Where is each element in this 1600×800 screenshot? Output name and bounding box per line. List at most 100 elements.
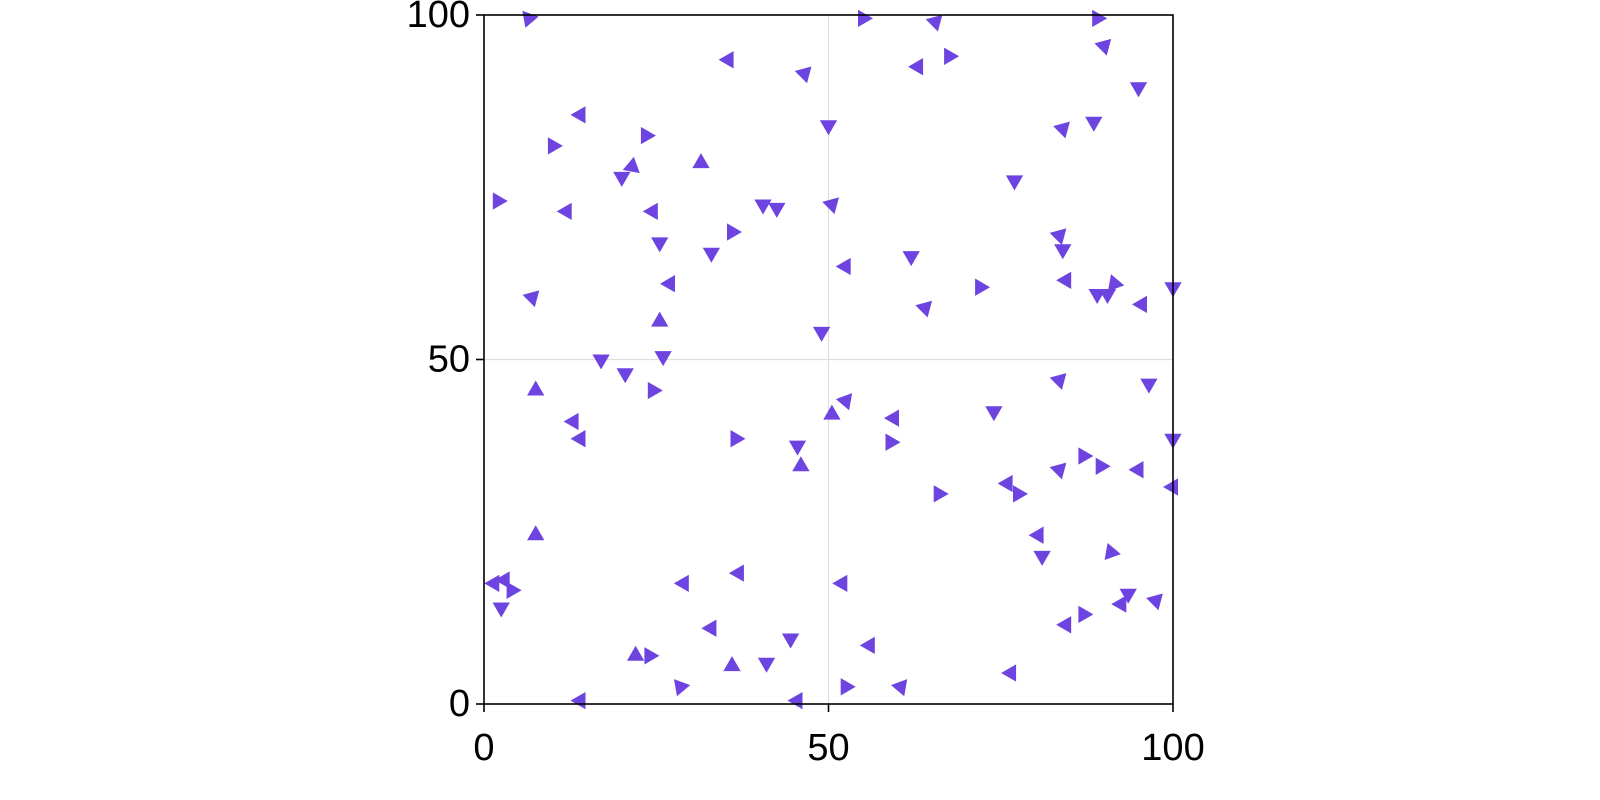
data-point: [651, 237, 669, 253]
data-point: [1085, 116, 1103, 132]
data-point: [494, 571, 510, 589]
data-point: [727, 223, 742, 241]
data-point: [902, 251, 920, 267]
data-point: [492, 602, 510, 618]
data-point: [1095, 457, 1111, 475]
data-point: [1078, 605, 1094, 624]
data-point: [1129, 82, 1148, 98]
x-tick-label: 50: [807, 727, 849, 769]
data-point: [997, 474, 1013, 493]
data-point: [1001, 664, 1017, 682]
data-point: [701, 619, 717, 637]
data-point: [1005, 175, 1024, 191]
data-point: [1146, 593, 1163, 611]
data-point: [613, 171, 631, 187]
data-point: [622, 156, 640, 174]
data-point: [933, 485, 949, 503]
data-point: [570, 691, 586, 710]
data-point: [1054, 244, 1072, 260]
data-point: [570, 430, 586, 448]
x-tick-label: 100: [1141, 727, 1204, 769]
data-point: [1119, 588, 1137, 604]
data-point: [858, 9, 873, 28]
data-point: [616, 368, 634, 384]
data-point: [1049, 373, 1067, 390]
data-point: [570, 106, 586, 124]
data-point: [975, 278, 991, 296]
data-point: [792, 456, 810, 472]
data-point: [718, 51, 734, 69]
data-point: [835, 257, 851, 276]
data-point: [840, 678, 856, 696]
data-point: [812, 326, 831, 342]
data-point: [728, 564, 744, 582]
data-point: [647, 381, 663, 400]
data-point: [1094, 38, 1112, 56]
data-point: [1028, 526, 1044, 544]
data-point: [642, 202, 658, 221]
data-point: [660, 275, 675, 293]
data-point: [673, 574, 689, 593]
axis-ticks: [476, 14, 1174, 712]
data-point: [506, 581, 522, 599]
data-point: [527, 525, 545, 541]
data-point: [835, 393, 853, 411]
data-point: [788, 440, 807, 456]
data-point: [908, 58, 924, 76]
data-point: [484, 574, 500, 593]
data-point: [692, 153, 710, 169]
data-point: [640, 126, 656, 145]
data-point: [654, 351, 672, 367]
data-point: [1056, 271, 1072, 289]
data-point: [723, 656, 741, 672]
data-point: [859, 636, 875, 655]
data-point: [556, 202, 572, 221]
data-point: [1049, 462, 1067, 480]
data-point: [522, 10, 539, 28]
data-point: [492, 192, 508, 210]
data-point: [1049, 228, 1067, 246]
data-point: [819, 120, 838, 136]
data-point: [884, 409, 899, 427]
data-point: [944, 47, 960, 65]
y-tick-label: 100: [407, 0, 470, 36]
data-point: [563, 412, 579, 431]
x-tick-label: 0: [473, 727, 494, 769]
data-point: [1128, 461, 1144, 479]
data-point: [1013, 485, 1028, 503]
data-point: [1033, 550, 1051, 566]
data-point: [832, 574, 848, 593]
data-point: [1111, 595, 1127, 613]
data-point: [644, 647, 660, 665]
data-point: [1078, 447, 1094, 465]
data-point: [522, 290, 540, 308]
y-axis-tick-labels: 0 50 100: [407, 0, 470, 725]
data-point: [673, 679, 691, 697]
data-point: [1140, 378, 1158, 394]
data-point: [754, 199, 772, 215]
grid-lines: [484, 15, 1173, 704]
x-axis-tick-labels: 0 50 100: [473, 727, 1204, 769]
data-point: [1132, 295, 1147, 314]
data-point: [730, 430, 746, 448]
data-point: [822, 197, 839, 215]
data-point: [781, 633, 800, 649]
data-point: [985, 406, 1003, 422]
data-point: [925, 14, 943, 32]
data-point: [1053, 121, 1070, 139]
data-point: [885, 433, 901, 451]
data-point: [1107, 274, 1125, 292]
data-point: [592, 354, 610, 370]
data-point: [702, 247, 721, 263]
data-point: [1088, 289, 1106, 304]
data-points: [484, 9, 1182, 710]
data-point: [823, 404, 841, 420]
data-point: [1092, 9, 1108, 28]
data-point: [1056, 616, 1072, 634]
data-point: [787, 691, 803, 710]
data-point: [890, 679, 908, 697]
data-point: [547, 137, 563, 155]
data-point: [1163, 478, 1178, 496]
data-point: [651, 311, 669, 327]
